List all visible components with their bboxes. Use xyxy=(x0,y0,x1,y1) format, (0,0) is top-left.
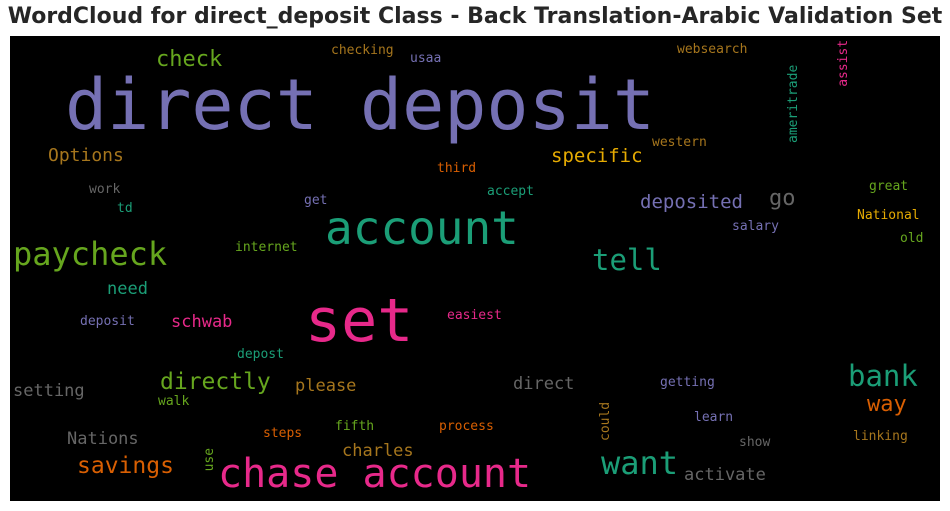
word-deposit: deposit xyxy=(80,314,135,329)
word-learn: learn xyxy=(694,410,733,425)
word-ameritrade: ameritrade xyxy=(786,65,801,143)
word-show: show xyxy=(739,435,770,450)
word-western: western xyxy=(652,135,707,150)
word-work: work xyxy=(89,182,120,197)
word-fifth: fifth xyxy=(335,419,374,434)
word-chase-account: chase account xyxy=(218,451,531,497)
word-please: please xyxy=(295,376,356,396)
word-paycheck: paycheck xyxy=(13,235,167,273)
word-specific: specific xyxy=(551,145,643,167)
word-tell: tell xyxy=(592,243,662,277)
word-set: set xyxy=(305,286,413,356)
word-options: Options xyxy=(48,145,124,166)
word-checking: checking xyxy=(331,43,394,58)
word-get: get xyxy=(304,193,327,208)
word-process: process xyxy=(439,419,494,434)
word-direct: direct xyxy=(513,374,574,394)
word-schwab: schwab xyxy=(171,312,232,332)
word-account: account xyxy=(325,201,519,255)
word-accept: accept xyxy=(487,184,534,199)
word-charles: charles xyxy=(342,441,414,461)
wordcloud-canvas: direct deposit account set chase account pay… xyxy=(10,36,940,501)
word-assist: assist xyxy=(836,40,851,87)
word-deposited: deposited xyxy=(640,191,743,213)
word-activate: activate xyxy=(684,465,766,485)
word-depost: depost xyxy=(237,347,284,362)
word-steps: steps xyxy=(263,426,302,441)
word-way: way xyxy=(867,392,907,417)
word-websearch: websearch xyxy=(677,42,747,57)
word-old: old xyxy=(900,231,923,246)
word-internet: internet xyxy=(235,240,298,255)
word-linking: linking xyxy=(853,429,908,444)
word-savings: savings xyxy=(77,453,174,479)
word-setting: setting xyxy=(13,381,85,401)
word-need: need xyxy=(107,279,148,299)
word-third: third xyxy=(437,161,476,176)
wordcloud-svg: direct deposit account set chase account pay… xyxy=(13,40,923,497)
chart-title: WordCloud for direct_deposit Class - Bac… xyxy=(7,4,943,29)
word-national: National xyxy=(857,208,920,223)
word-nations: Nations xyxy=(67,429,139,449)
word-bank: bank xyxy=(848,359,918,393)
word-want: want xyxy=(601,444,678,482)
word-salary: salary xyxy=(732,219,779,234)
word-td: td xyxy=(117,201,133,216)
word-direct-deposit: direct deposit xyxy=(65,64,655,146)
word-usaa: usaa xyxy=(410,51,441,66)
word-getting: getting xyxy=(660,375,715,390)
word-could: could xyxy=(598,402,613,441)
word-easiest: easiest xyxy=(447,308,502,323)
word-directly: directly xyxy=(160,369,271,395)
word-walk: walk xyxy=(158,394,189,409)
word-check: check xyxy=(156,47,222,72)
word-use: use xyxy=(202,448,217,472)
word-great: great xyxy=(869,179,908,194)
word-go: go xyxy=(769,186,796,211)
